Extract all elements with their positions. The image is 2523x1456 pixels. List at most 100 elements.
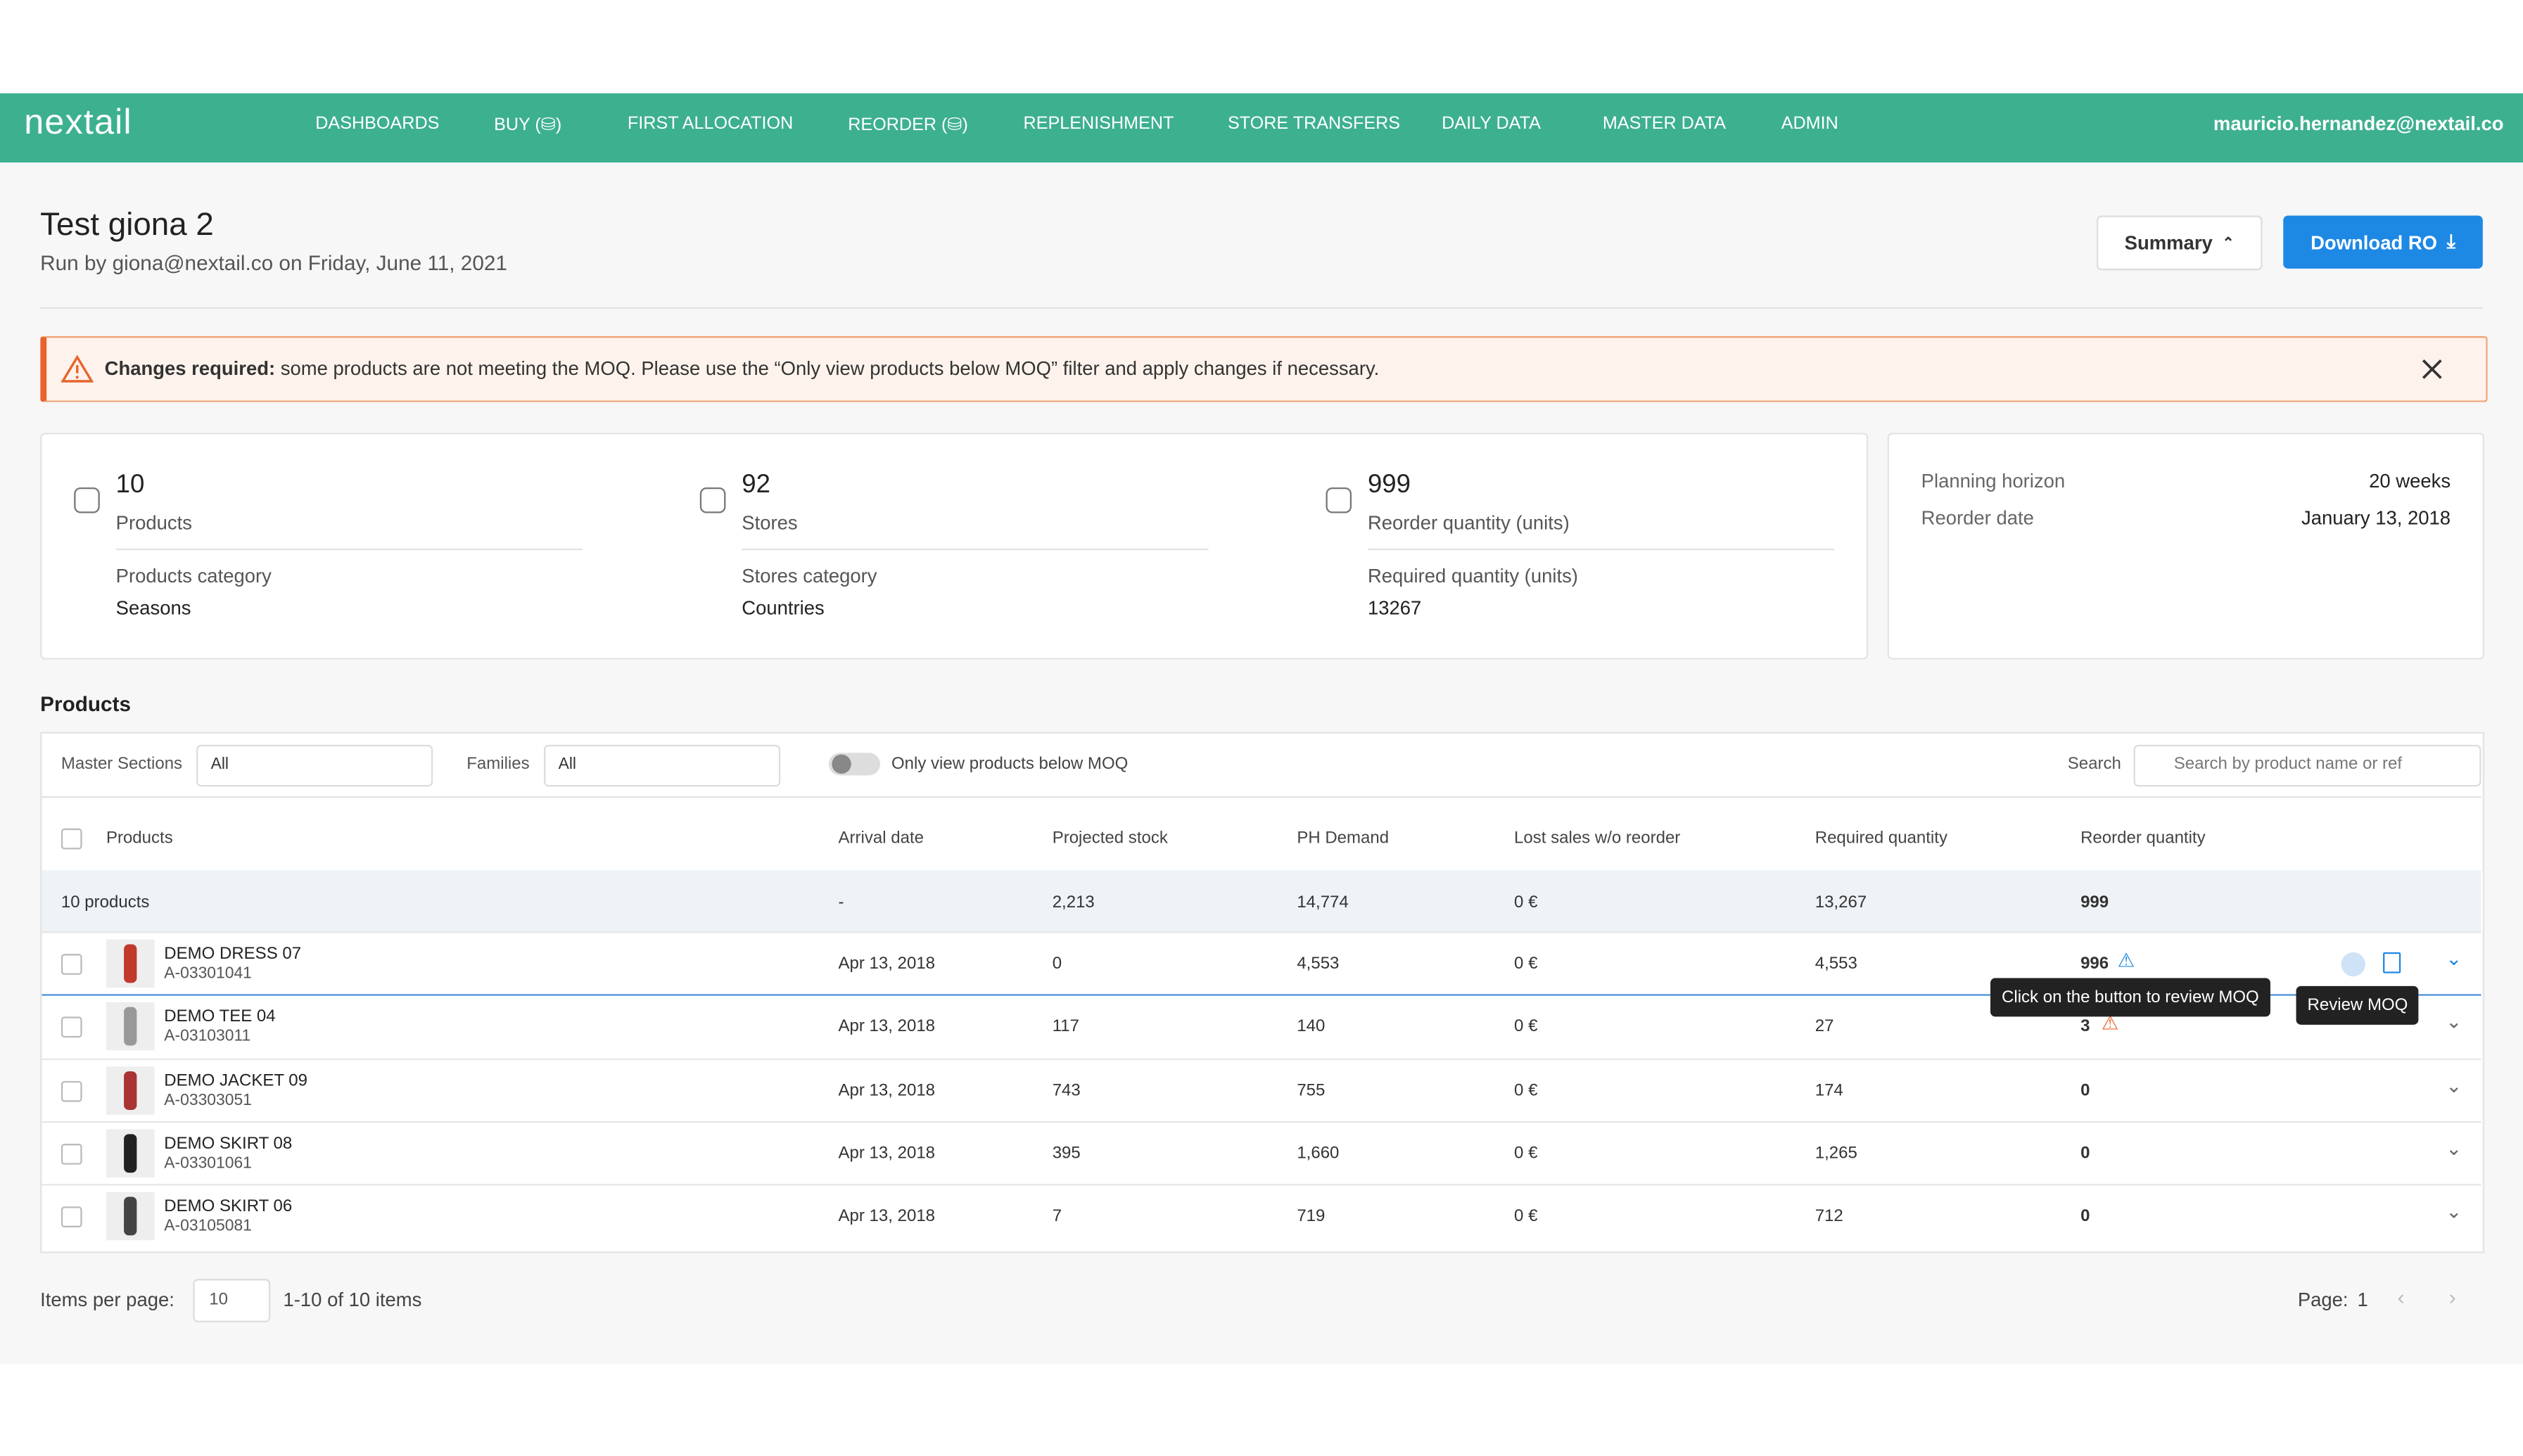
nav-item[interactable]: REORDER (⛁) — [848, 115, 968, 136]
expand-chevron[interactable]: ⌄ — [2446, 947, 2462, 971]
alert-message: Changes required: some products are not … — [105, 357, 1380, 380]
summary-row — [42, 870, 2481, 933]
product-name[interactable]: DEMO SKIRT 06 — [164, 1196, 293, 1217]
row-divider — [42, 931, 2481, 933]
product-name[interactable]: DEMO SKIRT 08 — [164, 1134, 293, 1154]
column-header[interactable]: Lost sales w/o reorder — [1514, 828, 1681, 848]
stat-sub-label: Required quantity (units) — [1367, 564, 1578, 587]
search-input[interactable] — [2133, 744, 2481, 787]
nav-item[interactable]: STORE TRANSFERS — [1227, 114, 1401, 134]
stat-divider — [1367, 548, 1835, 551]
nav-item[interactable]: REPLENISHMENT — [1023, 114, 1174, 134]
product-figure — [124, 1071, 137, 1110]
stat-sub-label: Products category — [115, 564, 272, 587]
cell: 174 — [1815, 1080, 1843, 1100]
tooltip: Click on the button to review MOQ — [1990, 978, 2270, 1017]
cell: 140 — [1297, 1017, 1326, 1037]
expand-chevron[interactable]: ⌄ — [2446, 1137, 2462, 1160]
column-header[interactable]: Required quantity — [1815, 828, 1947, 848]
product-name[interactable]: DEMO TEE 04 — [164, 1007, 276, 1027]
column-header[interactable]: PH Demand — [1297, 828, 1390, 848]
table-divider — [42, 796, 2481, 798]
cell: 0 € — [1514, 954, 1538, 973]
cell: Apr 13, 2018 — [838, 1080, 936, 1100]
cell: 0 € — [1514, 1143, 1538, 1163]
row-divider — [42, 1184, 2481, 1186]
cell: 0 € — [1514, 1206, 1538, 1227]
cell: Apr 13, 2018 — [838, 1143, 936, 1163]
column-header[interactable]: Products — [106, 828, 173, 848]
nav-bar — [0, 93, 2523, 162]
alert-banner — [40, 336, 2488, 402]
product-figure — [124, 1007, 137, 1047]
pagination-label: Items per page: — [40, 1288, 174, 1311]
checkbox[interactable] — [61, 1143, 82, 1165]
cell: 719 — [1297, 1206, 1326, 1227]
select[interactable] — [196, 744, 433, 787]
product-ref: A-03303051 — [164, 1091, 252, 1110]
checkbox[interactable] — [61, 954, 82, 975]
stat-sub-label: Stores category — [742, 564, 877, 587]
nav-item[interactable]: DAILY DATA — [1442, 114, 1541, 134]
nav-item[interactable]: BUY (⛁) — [494, 115, 562, 136]
page-size-select[interactable] — [193, 1279, 271, 1322]
prev-page[interactable]: ‹ — [2397, 1285, 2405, 1310]
row-divider — [42, 1120, 2481, 1123]
planning-label: Reorder date — [1921, 506, 2034, 530]
filter-label: Families — [466, 754, 530, 774]
nav-item[interactable]: FIRST ALLOCATION — [627, 114, 794, 134]
toggle-label: Only view products below MOQ — [891, 754, 1129, 774]
column-header[interactable]: Arrival date — [838, 828, 924, 848]
stat-value: 999 — [1367, 471, 1411, 499]
page-number: 1 — [2357, 1288, 2368, 1311]
summary-cell: - — [838, 893, 844, 912]
review-moq-button[interactable] — [2341, 952, 2365, 977]
column-header[interactable]: Projected stock — [1052, 828, 1168, 848]
next-page[interactable]: › — [2448, 1285, 2456, 1310]
user-menu[interactable]: mauricio.hernandez@nextail.co — [2213, 113, 2504, 136]
close-alert[interactable] — [2420, 357, 2444, 381]
search-label: Search — [2067, 754, 2121, 774]
chevron: ⌃ — [2222, 234, 2235, 250]
nav-item[interactable]: ADMIN — [1781, 114, 1838, 134]
stat-value: 92 — [742, 471, 771, 499]
warning-icon: ⚠ — [2117, 949, 2135, 972]
checkbox[interactable] — [61, 828, 82, 850]
expand-chevron[interactable]: ⌄ — [2446, 1200, 2462, 1223]
product-figure — [124, 1196, 137, 1236]
page-label: Page: — [2297, 1288, 2349, 1311]
stat-sub-value: Countries — [742, 596, 825, 620]
checkbox[interactable] — [61, 1206, 82, 1228]
nav-item[interactable]: DASHBOARDS — [315, 114, 440, 134]
cell: 3 — [2080, 1017, 2090, 1037]
summary-button[interactable]: Summary ⌃ — [2096, 215, 2263, 271]
cell: 0 € — [1514, 1080, 1538, 1100]
column-header[interactable]: Reorder quantity — [2080, 828, 2206, 848]
summary-cell: 2,213 — [1052, 893, 1095, 912]
cell: 1,265 — [1815, 1143, 1857, 1163]
toggle-knob — [832, 754, 851, 774]
download-label: Download RO — [2311, 231, 2438, 254]
checkbox[interactable] — [61, 1080, 82, 1101]
delete-button[interactable] — [2383, 952, 2401, 973]
cell: Apr 13, 2018 — [838, 1017, 936, 1037]
select[interactable] — [544, 744, 781, 787]
cell: 0 — [2080, 1206, 2090, 1227]
stats-card — [40, 433, 1869, 660]
product-ref: A-03105081 — [164, 1218, 252, 1236]
summary-cell: 14,774 — [1297, 893, 1349, 912]
expand-chevron[interactable]: ⌄ — [2446, 1010, 2462, 1033]
cell: Apr 13, 2018 — [838, 1206, 936, 1227]
cell: 755 — [1297, 1080, 1326, 1100]
download-button[interactable]: Download RO ⤓ — [2283, 215, 2483, 269]
stat-icon — [699, 487, 726, 513]
expand-chevron[interactable]: ⌄ — [2446, 1073, 2462, 1097]
product-name[interactable]: DEMO DRESS 07 — [164, 944, 302, 964]
product-name[interactable]: DEMO JACKET 09 — [164, 1071, 308, 1090]
checkbox[interactable] — [61, 1017, 82, 1038]
logo[interactable]: nextail — [24, 101, 132, 142]
cell: 4,553 — [1815, 954, 1857, 973]
alert-text: some products are not meeting the MOQ. P… — [280, 357, 1380, 380]
nav-item[interactable]: MASTER DATA — [1602, 114, 1727, 134]
